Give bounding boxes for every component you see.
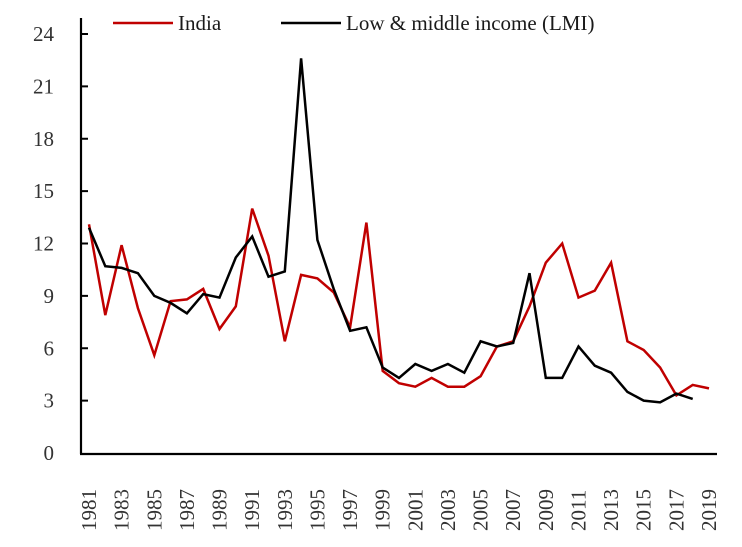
y-tick-label: 18 — [33, 127, 54, 151]
x-tick-label: 1995 — [305, 489, 329, 531]
y-tick-label: 0 — [44, 441, 55, 465]
y-tick-label: 21 — [33, 74, 54, 98]
y-tick-label: 24 — [33, 22, 55, 46]
x-tick-label: 2001 — [403, 489, 427, 531]
y-tick-label: 9 — [44, 284, 55, 308]
legend-label-india: India — [178, 11, 222, 35]
series-line-india — [87, 208, 710, 398]
x-tick-label: 1993 — [273, 489, 297, 531]
y-tick-label: 12 — [33, 232, 54, 256]
x-tick-label: 1987 — [175, 489, 199, 531]
y-axis-ticks: 0 3 6 9 12 15 18 21 24 — [33, 22, 88, 465]
x-tick-label: 1985 — [142, 489, 166, 531]
x-tick-label: 1997 — [338, 489, 362, 531]
x-tick-label: 2013 — [599, 489, 623, 531]
series-line-lmi — [87, 58, 694, 404]
x-tick-label: 2011 — [566, 490, 590, 531]
series-lines — [87, 58, 710, 404]
x-tick-label: 2015 — [632, 489, 656, 531]
x-tick-label: 2019 — [697, 489, 721, 531]
x-tick-label: 1983 — [110, 489, 134, 531]
x-tick-label: 2017 — [664, 489, 688, 531]
legend-label-lmi: Low & middle income (LMI) — [346, 11, 594, 35]
x-axis-ticks: 1981 1983 1985 1987 1989 1991 1993 1995 1997 1999… — [77, 489, 721, 531]
x-tick-label: 2005 — [469, 489, 493, 531]
y-tick-label: 6 — [44, 336, 55, 360]
legend: India Low & middle income (LMI) — [113, 11, 594, 35]
x-tick-label: 1981 — [77, 489, 101, 531]
x-tick-label: 1991 — [240, 489, 264, 531]
y-tick-label: 15 — [33, 179, 54, 203]
x-tick-label: 2007 — [501, 489, 525, 531]
x-tick-label: 2009 — [534, 489, 558, 531]
x-tick-label: 1989 — [208, 489, 232, 531]
y-tick-label: 3 — [44, 389, 55, 413]
x-tick-label: 2003 — [436, 489, 460, 531]
x-tick-label: 1999 — [371, 489, 395, 531]
